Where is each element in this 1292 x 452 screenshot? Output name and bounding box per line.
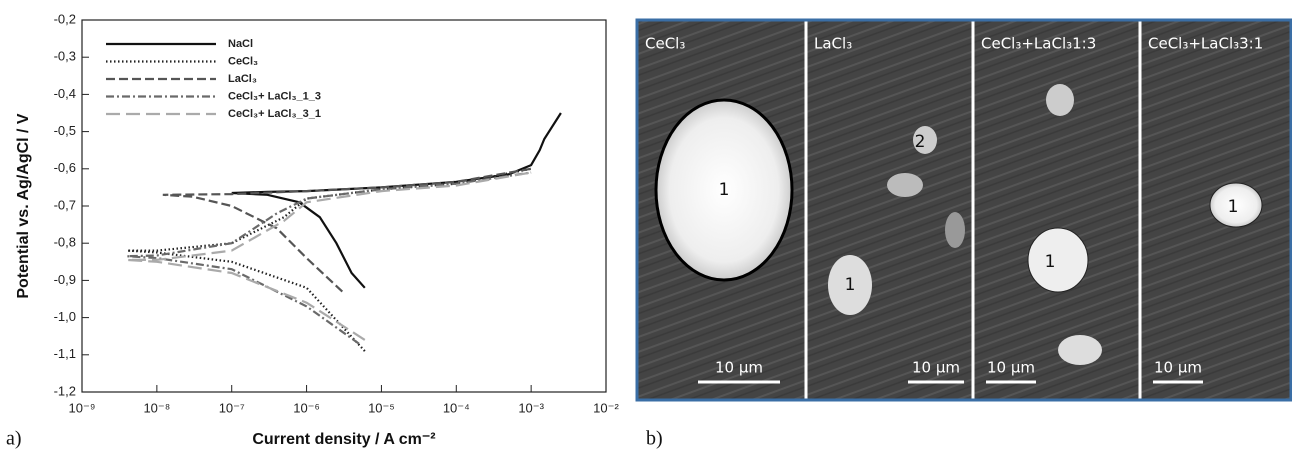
y-tick-label: -0,6 bbox=[54, 160, 76, 175]
particle bbox=[1058, 335, 1102, 365]
sem-border bbox=[635, 18, 1292, 402]
series-line bbox=[231, 112, 562, 289]
particle bbox=[828, 255, 872, 315]
series-line bbox=[162, 167, 532, 293]
y-tick-label: -0,3 bbox=[54, 49, 76, 64]
x-tick-label: 10⁻⁴ bbox=[443, 400, 470, 415]
region-number: 1 bbox=[1228, 197, 1239, 217]
series-line bbox=[127, 171, 532, 341]
region-number: 1 bbox=[845, 275, 856, 295]
y-tick-label: -1,0 bbox=[54, 309, 76, 324]
legend-label: LaCl₃ bbox=[228, 73, 257, 85]
particle bbox=[654, 98, 794, 282]
y-tick-label: -0,5 bbox=[54, 123, 76, 138]
legend-label: CeCl₃+ LaCl₃_3_1 bbox=[228, 108, 321, 120]
scale-label: 10 µm bbox=[715, 359, 763, 377]
y-tick-label: -0,2 bbox=[54, 11, 76, 26]
legend-label: NaCl bbox=[228, 38, 253, 50]
particle bbox=[1046, 84, 1074, 116]
scale-label: 10 µm bbox=[987, 359, 1035, 377]
x-tick-label: 10⁻⁶ bbox=[293, 400, 320, 415]
panel-label: b) bbox=[646, 428, 663, 450]
y-tick-label: -0,9 bbox=[54, 272, 76, 287]
y-tick-label: -1,2 bbox=[54, 383, 76, 398]
region-number: 2 bbox=[915, 132, 926, 152]
x-tick-label: 10⁻⁸ bbox=[143, 400, 170, 415]
y-tick-label: -0,4 bbox=[54, 86, 76, 101]
image-title: LaCl₃ bbox=[814, 35, 852, 53]
x-tick-label: 10⁻⁷ bbox=[219, 400, 245, 415]
particle bbox=[1209, 182, 1263, 228]
scale-label: 10 µm bbox=[912, 359, 960, 377]
image-title: CeCl₃ bbox=[645, 35, 685, 53]
x-tick-label: 10⁻³ bbox=[518, 400, 544, 415]
panel-label: a) bbox=[6, 428, 22, 450]
series-line bbox=[127, 171, 532, 345]
legend-label: CeCl₃ bbox=[228, 55, 258, 67]
y-axis-label: Potential vs. Ag/AgCl / V bbox=[15, 113, 32, 299]
particle bbox=[887, 173, 923, 197]
x-tick-label: 10⁻² bbox=[593, 400, 619, 415]
image-title: CeCl₃+LaCl₃1:3 bbox=[981, 35, 1096, 53]
plot-frame bbox=[81, 19, 607, 393]
sem-panel: CeCl₃ 10 µm 1 LaCl₃ 10 µm 2 1 CeCl₃+LaCl₃1:3 10 … bbox=[635, 18, 1292, 402]
x-tick-label: 10⁻⁵ bbox=[368, 400, 395, 415]
x-axis-label: Current density / A cm⁻² bbox=[252, 431, 435, 448]
image-title: CeCl₃+LaCl₃3:1 bbox=[1148, 35, 1263, 53]
series-line bbox=[127, 167, 532, 352]
particle bbox=[945, 212, 965, 248]
particle bbox=[1027, 227, 1089, 293]
legend-label: CeCl₃+ LaCl₃_1_3 bbox=[228, 90, 321, 102]
region-number: 1 bbox=[1045, 252, 1056, 272]
particle bbox=[913, 126, 937, 154]
x-tick-label: 10⁻⁹ bbox=[69, 400, 96, 415]
y-tick-label: -0,8 bbox=[54, 235, 76, 250]
region-number: 1 bbox=[719, 180, 730, 200]
y-tick-label: -1,1 bbox=[54, 346, 76, 361]
y-tick-label: -0,7 bbox=[54, 197, 76, 212]
scale-label: 10 µm bbox=[1154, 359, 1202, 377]
